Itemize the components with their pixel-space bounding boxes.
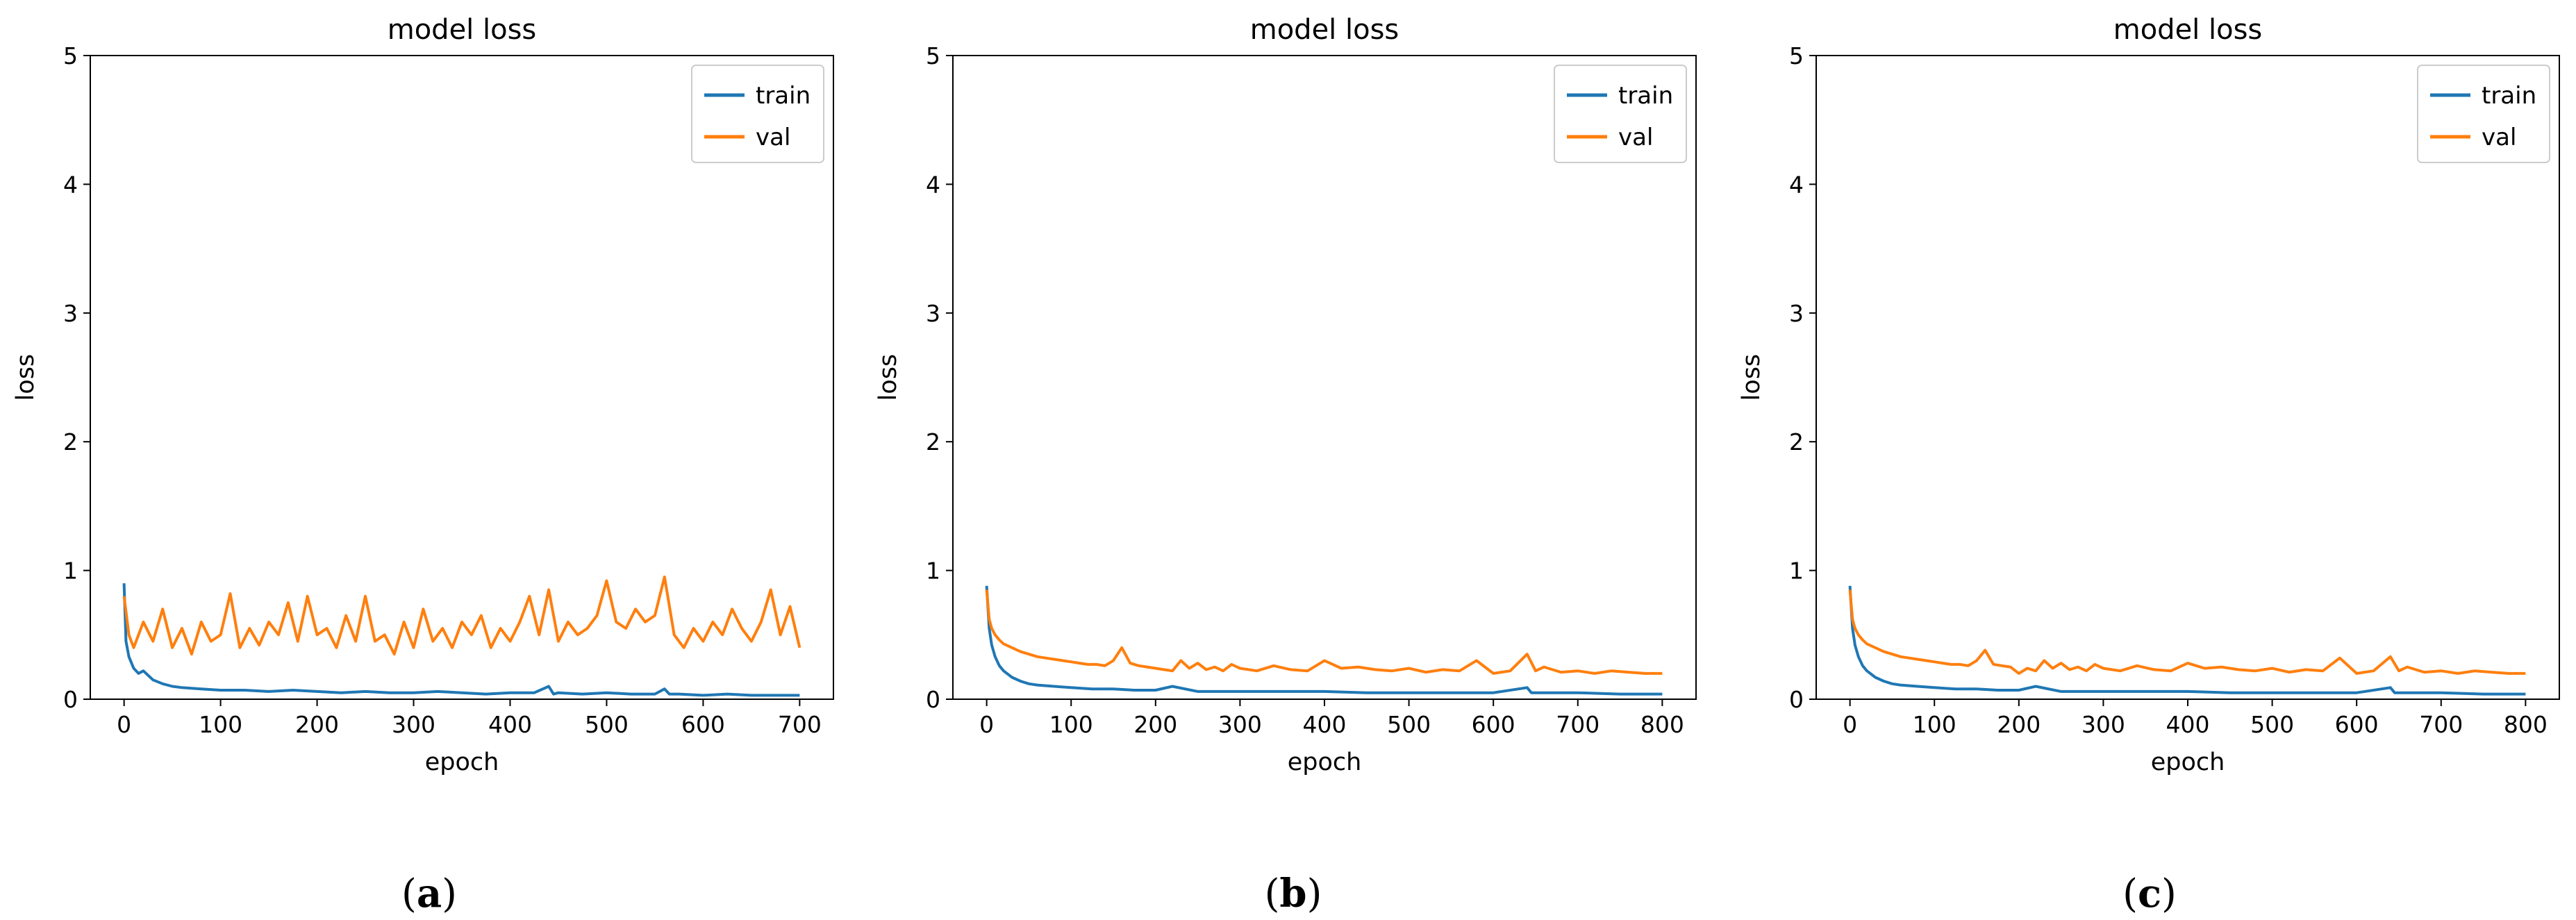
caption-close: ) — [2161, 871, 2177, 917]
x-tick-label: 800 — [2504, 711, 2548, 738]
x-tick-label: 500 — [2250, 711, 2294, 738]
y-axis-label: loss — [874, 354, 902, 401]
chart-panel-b: model loss 0 100 200 300 400 500 600 700 800 0 1 2 3 4… — [874, 14, 1697, 917]
legend: train val — [691, 65, 824, 163]
x-tick-label: 700 — [778, 711, 822, 738]
panel-caption: (a) — [401, 871, 457, 917]
y-tick-label: 2 — [926, 428, 940, 455]
x-tick-label: 100 — [1049, 711, 1093, 738]
y-tick-label: 0 — [63, 686, 78, 713]
x-axis-label: epoch — [2151, 748, 2225, 776]
caption-close: ) — [442, 871, 457, 917]
x-tick-label: 700 — [2419, 711, 2463, 738]
x-tick-label: 400 — [2166, 711, 2210, 738]
y-tick-label: 5 — [926, 42, 940, 69]
x-tick-label: 600 — [2335, 711, 2379, 738]
x-tick-label: 0 — [979, 711, 994, 738]
y-tick-label: 4 — [926, 171, 940, 198]
caption-open: ( — [1265, 871, 1280, 917]
y-tick-label: 3 — [63, 300, 78, 327]
legend-label-val: val — [756, 124, 790, 151]
y-axis-label: loss — [1738, 354, 1765, 401]
caption-open: ( — [401, 871, 417, 917]
chart-panel-a: model loss 0 100 200 300 400 500 600 700 0 1 2 3 4 5 ep… — [12, 14, 834, 917]
y-tick-label: 5 — [63, 42, 78, 69]
x-tick-label: 200 — [295, 711, 339, 738]
chart-title: model loss — [1250, 14, 1399, 46]
x-tick-label: 200 — [1997, 711, 2041, 738]
y-axis-label: loss — [12, 354, 40, 401]
series-line-train — [122, 583, 800, 697]
series-line-val — [1848, 589, 2526, 675]
y-tick-label: 3 — [926, 300, 940, 327]
x-tick-label: 600 — [681, 711, 725, 738]
x-tick-label: 400 — [1303, 711, 1347, 738]
caption-letter: b — [1279, 871, 1306, 917]
series-line-val — [985, 589, 1663, 675]
y-tick-label: 3 — [1789, 300, 1804, 327]
x-tick-label: 700 — [1556, 711, 1599, 738]
y-tick-label: 1 — [63, 558, 78, 585]
x-tick-label: 100 — [1913, 711, 1956, 738]
series-line-train — [985, 585, 1663, 696]
y-tick-label: 4 — [63, 171, 78, 198]
y-tick-label: 5 — [1789, 42, 1804, 69]
chart-title: model loss — [388, 14, 537, 46]
x-tick-label: 400 — [488, 711, 532, 738]
x-tick-label: 500 — [1387, 711, 1431, 738]
x-tick-label: 200 — [1133, 711, 1177, 738]
x-tick-label: 600 — [1472, 711, 1515, 738]
legend-label-train: train — [756, 82, 811, 110]
y-tick-label: 0 — [1789, 686, 1804, 713]
panel-caption: (b) — [1265, 871, 1322, 917]
y-tick-label: 2 — [63, 428, 78, 455]
caption-close: ) — [1307, 871, 1322, 917]
series-line-train — [1848, 585, 2526, 696]
legend-label-train: train — [2482, 82, 2536, 110]
caption-open: ( — [2122, 871, 2138, 917]
caption-letter: c — [2138, 871, 2161, 917]
x-tick-label: 0 — [117, 711, 131, 738]
y-tick-label: 1 — [926, 558, 940, 585]
x-tick-label: 300 — [1218, 711, 1262, 738]
y-tick-label: 1 — [1789, 558, 1804, 585]
x-tick-label: 100 — [199, 711, 242, 738]
x-tick-label: 500 — [585, 711, 629, 738]
caption-letter: a — [417, 871, 442, 917]
legend: train val — [1554, 65, 1687, 163]
legend: train val — [2417, 65, 2550, 163]
y-tick-label: 4 — [1789, 171, 1804, 198]
x-tick-label: 300 — [392, 711, 435, 738]
x-tick-label: 800 — [1640, 711, 1684, 738]
y-tick-label: 0 — [926, 686, 940, 713]
x-axis-label: epoch — [425, 748, 499, 776]
legend-label-val: val — [2482, 124, 2516, 151]
series-line-val — [122, 575, 801, 656]
panel-caption: (c) — [2122, 871, 2177, 917]
x-axis-label: epoch — [1288, 748, 1362, 776]
legend-label-train: train — [1618, 82, 1673, 110]
chart-title: model loss — [2113, 14, 2263, 46]
x-tick-label: 0 — [1843, 711, 1857, 738]
x-tick-label: 300 — [2081, 711, 2125, 738]
legend-label-val: val — [1618, 124, 1653, 151]
chart-panel-c: model loss 0 100 200 300 400 500 600 700 800 0 1 2 3 4… — [1738, 14, 2560, 917]
y-tick-label: 2 — [1789, 428, 1804, 455]
